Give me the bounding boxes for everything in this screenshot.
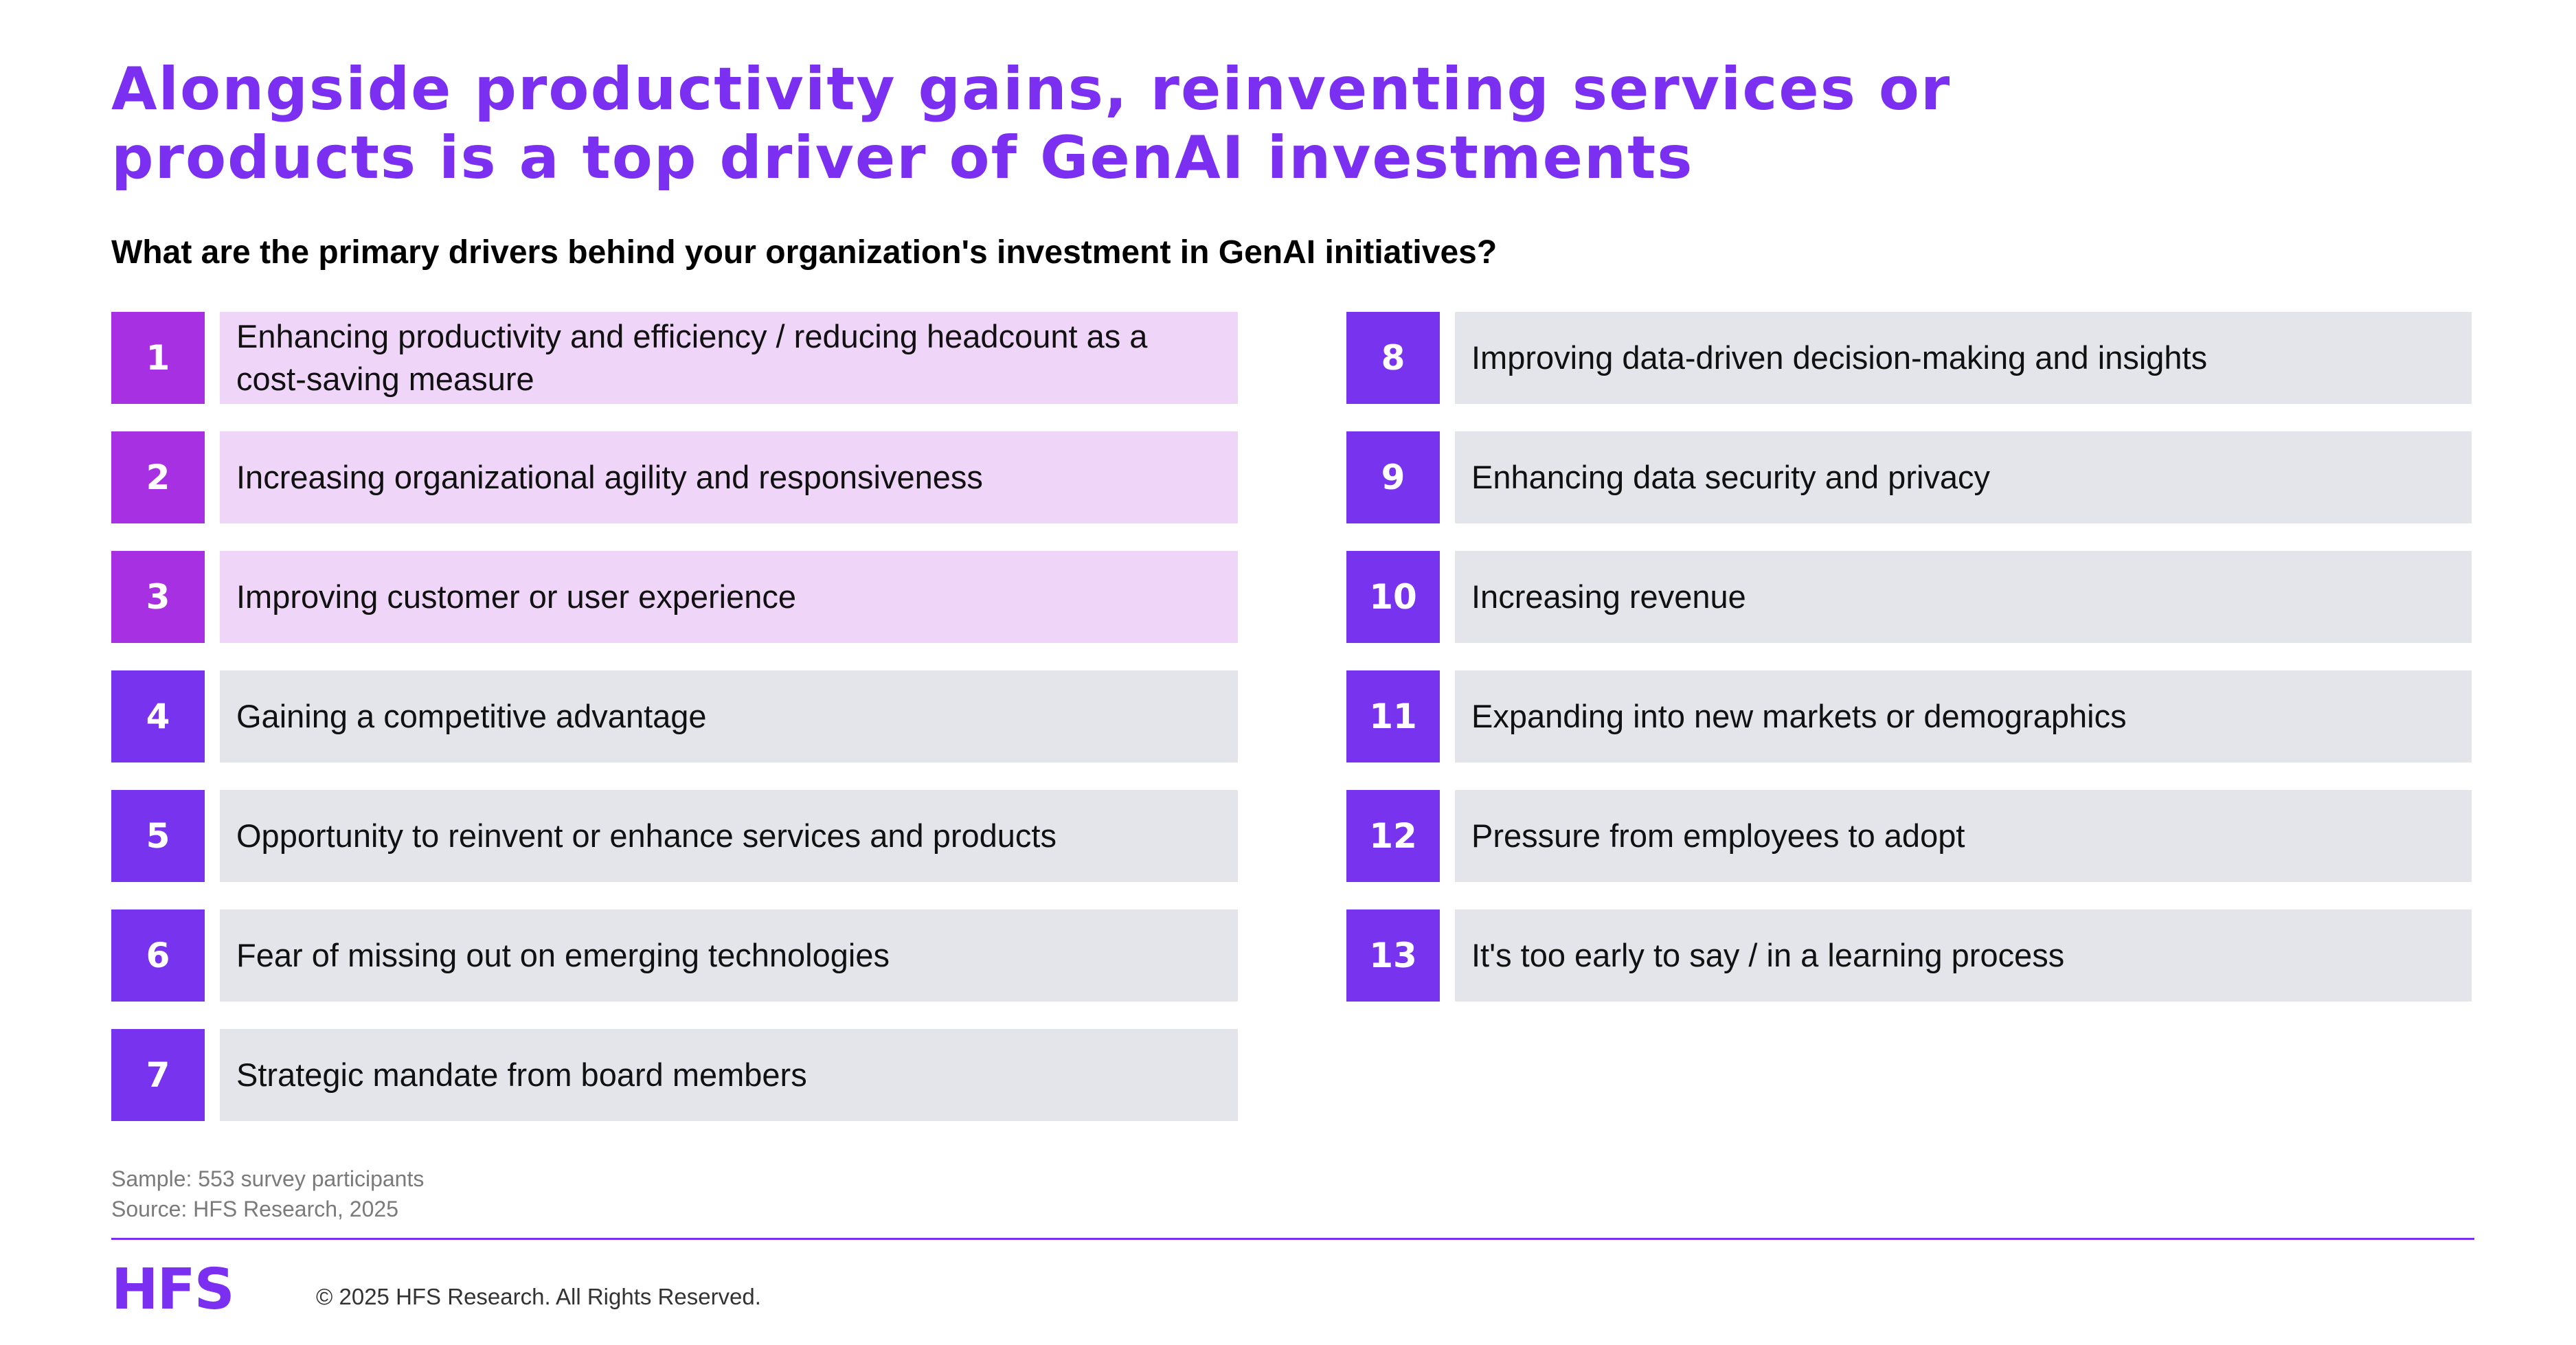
hfs-logo: HFS bbox=[111, 1257, 235, 1322]
driver-number-badge: 1 bbox=[111, 312, 205, 404]
driver-label: Increasing revenue bbox=[1455, 551, 2472, 643]
driver-label: Improving data-driven decision-making an… bbox=[1455, 312, 2472, 404]
sample-note: Sample: 553 survey participants bbox=[111, 1166, 425, 1191]
driver-number-badge: 10 bbox=[1346, 551, 1440, 643]
driver-label: Strategic mandate from board members bbox=[220, 1029, 1238, 1121]
driver-number-badge: 2 bbox=[111, 431, 205, 523]
driver-label: Increasing organizational agility and re… bbox=[220, 431, 1238, 523]
copyright-text: © 2025 HFS Research. All Rights Reserved… bbox=[316, 1284, 761, 1309]
driver-label: Opportunity to reinvent or enhance servi… bbox=[220, 790, 1238, 882]
footer-divider bbox=[111, 1238, 2474, 1240]
page-title-line-2: products is a top driver of GenAI invest… bbox=[111, 124, 1694, 192]
driver-number-badge: 11 bbox=[1346, 670, 1440, 762]
driver-label: Gaining a competitive advantage bbox=[220, 670, 1238, 762]
driver-number-badge: 7 bbox=[111, 1029, 205, 1121]
driver-number-badge: 6 bbox=[111, 909, 205, 1002]
driver-label: It's too early to say / in a learning pr… bbox=[1455, 909, 2472, 1002]
driver-number-badge: 4 bbox=[111, 670, 205, 762]
page-title: Alongside productivity gains, reinventin… bbox=[111, 55, 2481, 192]
driver-label: Pressure from employees to adopt bbox=[1455, 790, 2472, 882]
driver-number-badge: 12 bbox=[1346, 790, 1440, 882]
driver-number-badge: 5 bbox=[111, 790, 205, 882]
driver-label: Expanding into new markets or demographi… bbox=[1455, 670, 2472, 762]
survey-question: What are the primary drivers behind your… bbox=[111, 234, 1498, 271]
driver-number-badge: 13 bbox=[1346, 909, 1440, 1002]
driver-label: Enhancing productivity and efficiency / … bbox=[220, 312, 1238, 404]
driver-number-badge: 9 bbox=[1346, 431, 1440, 523]
page-title-line-1: Alongside productivity gains, reinventin… bbox=[111, 55, 1952, 124]
driver-label: Enhancing data security and privacy bbox=[1455, 431, 2472, 523]
driver-number-badge: 8 bbox=[1346, 312, 1440, 404]
driver-label: Fear of missing out on emerging technolo… bbox=[220, 909, 1238, 1002]
driver-label: Improving customer or user experience bbox=[220, 551, 1238, 643]
driver-number-badge: 3 bbox=[111, 551, 205, 643]
source-note: Source: HFS Research, 2025 bbox=[111, 1197, 398, 1221]
